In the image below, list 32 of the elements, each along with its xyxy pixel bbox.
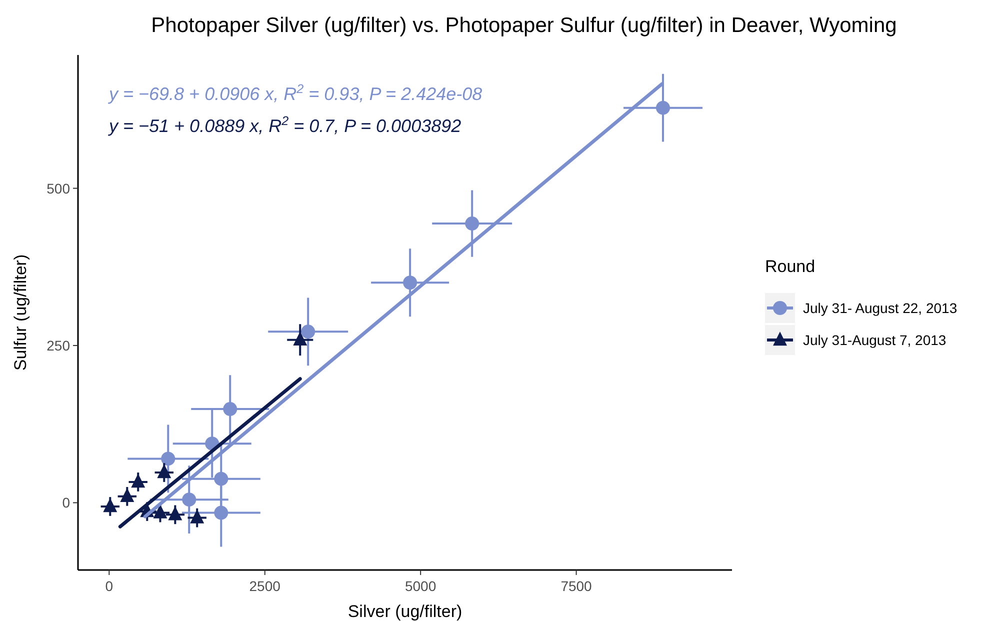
point xyxy=(120,488,134,502)
y-tick-label: 0 xyxy=(62,494,70,511)
point xyxy=(157,464,172,478)
annotation: y = −51 + 0.0889 x, R$^{2}$ = 0.7, P = 0.0003892 xyxy=(107,114,462,136)
point xyxy=(223,402,238,416)
point xyxy=(403,276,418,290)
point xyxy=(103,498,118,512)
x-tick-label: 2500 xyxy=(249,578,281,594)
point xyxy=(131,474,146,488)
point xyxy=(293,331,308,346)
y-tick-label: 250 xyxy=(46,338,70,354)
annotation: y = −69.8 + 0.0906 x, R$^{2}$ = 0.93, P = 2.424e-08 xyxy=(107,82,482,104)
legend-label: July 31-August 7, 2013 xyxy=(803,332,946,348)
y-tick-label: 500 xyxy=(46,180,70,196)
point xyxy=(153,504,168,518)
point xyxy=(214,506,228,520)
point xyxy=(182,492,196,507)
point xyxy=(168,506,182,520)
point xyxy=(161,452,176,466)
point xyxy=(465,216,480,231)
legend-label: July 31- August 22, 2013 xyxy=(803,300,958,316)
point xyxy=(301,324,316,339)
point xyxy=(214,472,228,486)
chart-title: Photopaper Silver (ug/filter) vs. Photopaper Sulfur (ug/filter) in Deaver, Wyoming xyxy=(151,14,897,37)
point xyxy=(656,100,670,115)
x-tick-label: 0 xyxy=(105,578,114,594)
legend-title: Round xyxy=(765,257,816,276)
y-axis-title: Sulfur (ug/filter) xyxy=(11,254,30,371)
x-tick-label: 7500 xyxy=(560,578,592,594)
x-axis-title: Silver (ug/filter) xyxy=(348,602,462,621)
point xyxy=(190,509,204,524)
x-tick-label: 5000 xyxy=(404,578,436,594)
